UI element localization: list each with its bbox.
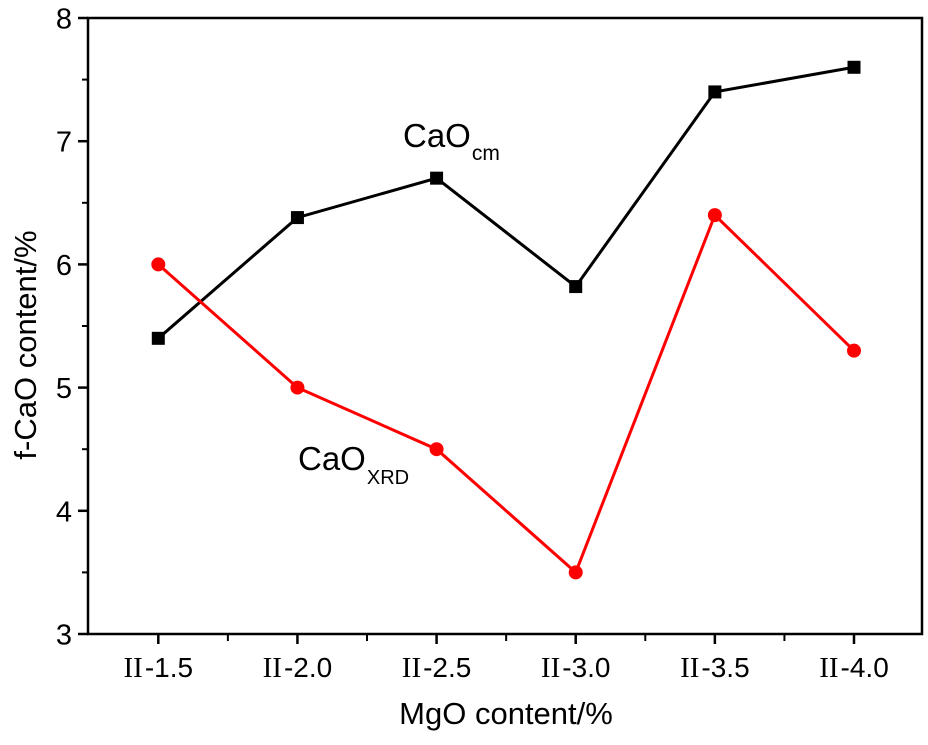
- data-point-cao_cm: [151, 331, 165, 345]
- data-point-cao_xrd: [429, 442, 444, 457]
- x-axis-title: MgO content/%: [399, 696, 613, 731]
- data-point-cao_xrd: [290, 380, 305, 395]
- y-tick-label: 4: [56, 496, 72, 528]
- x-tick-label: II-1.5: [124, 652, 194, 684]
- data-point-cao_cm: [847, 60, 861, 74]
- x-tick-label-value: -2.5: [423, 652, 471, 683]
- series-label-cao-cm-subscript: cm: [472, 142, 500, 165]
- x-tick-label-value: -3.5: [701, 652, 749, 683]
- series-line-cao_cm: [157, 65, 855, 340]
- y-tick-label: 5: [56, 373, 72, 405]
- y-axis-tick-labels: 3 4 5 6 7 8: [56, 4, 72, 652]
- x-tick-label: II-3.0: [541, 652, 611, 684]
- x-axis-major-ticks: [157, 634, 856, 644]
- data-point-cao_cm: [569, 280, 583, 294]
- x-tick-label-roman: II: [541, 652, 560, 684]
- series-line-cao_xrd: [157, 212, 856, 575]
- plot-frame: [86, 16, 924, 636]
- x-tick-label: II-3.5: [680, 652, 750, 684]
- data-point-cao_xrd: [151, 257, 166, 272]
- data-point-cao_cm: [430, 171, 444, 185]
- y-axis-title: f-CaO content/%: [8, 230, 43, 459]
- series-label-cao-cm: CaOcm: [403, 117, 500, 165]
- y-axis-major-ticks: [78, 16, 88, 636]
- data-point-cao_xrd: [707, 208, 722, 223]
- data-point-cao_xrd: [847, 343, 861, 358]
- y-tick-label: 8: [56, 4, 72, 36]
- x-tick-label: II-4.0: [819, 652, 889, 684]
- data-point-cao_cm: [290, 211, 304, 225]
- y-tick-label: 3: [56, 620, 72, 652]
- x-tick-label-value: -2.0: [284, 652, 332, 683]
- data-point-cao_cm: [708, 85, 722, 99]
- x-axis-tick-labels: II-1.5 II-2.0 II-2.5 II-3.0 II-3.5 II-4.0: [124, 652, 889, 684]
- x-tick-label: II-2.5: [402, 652, 472, 684]
- x-tick-label-roman: II: [680, 652, 699, 684]
- x-tick-label-roman: II: [819, 652, 838, 684]
- x-tick-label: II-2.0: [263, 652, 333, 684]
- y-tick-label: 7: [56, 127, 72, 159]
- x-tick-label-value: -4.0: [841, 652, 889, 683]
- data-point-cao_xrd: [568, 565, 583, 580]
- x-tick-label-value: -3.0: [562, 652, 610, 683]
- series-label-cao-xrd-subscript: XRD: [367, 467, 409, 489]
- series-label-cao-xrd-main: CaO: [298, 440, 366, 477]
- x-tick-label-value: -1.5: [145, 652, 193, 683]
- y-tick-label: 6: [56, 250, 72, 282]
- series-label-cao-xrd: CaOXRD: [298, 440, 409, 489]
- x-tick-label-roman: II: [263, 652, 282, 684]
- x-tick-label-roman: II: [402, 652, 421, 684]
- series-label-cao-cm-main: CaO: [403, 117, 471, 154]
- x-tick-label-roman: II: [124, 652, 143, 684]
- series-layer: [151, 60, 861, 580]
